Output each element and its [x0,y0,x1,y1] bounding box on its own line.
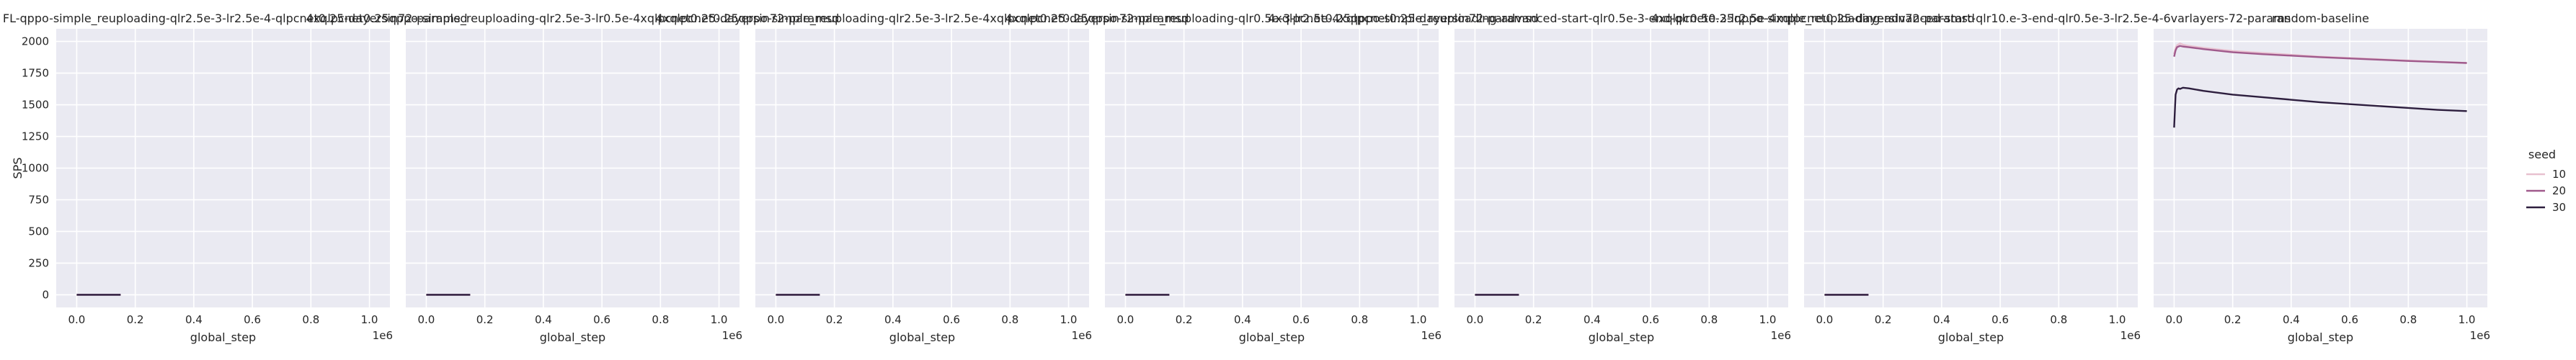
x-tick-label: 1.0 [1060,313,1078,326]
facet-panel: 0.0 0.2 0.4 0.6 0.8 1.0 1e6 global_step random-b… [2154,12,2490,345]
x-tick-label: 0.2 [1875,313,1892,326]
x-tick-label: 0.2 [1176,313,1193,326]
y-tick-label: 0 [42,288,49,301]
y-tick-label: 1750 [22,67,49,80]
legend: seed 10 20 30 [2526,148,2566,214]
x-tick-label: 0.8 [1700,313,1718,326]
x-tick-label: 0.2 [826,313,843,326]
x-tick-label: 0.4 [535,313,552,326]
y-tick-label: 1500 [22,99,49,112]
x-tick-label: 0.0 [2166,313,2183,326]
legend-label: 30 [2552,201,2566,214]
x-axis-label: global_step [190,330,256,345]
x-tick-label: 0.4 [185,313,203,326]
x-tick-label: 1.0 [361,313,378,326]
panel-title: 4xqlpcnet0.25qppo-simple_reuploading-qlr… [306,12,840,26]
x-tick-label: 0.6 [1292,313,1310,326]
x-tick-label: 0.4 [884,313,902,326]
x-tick-label: 0.6 [943,313,960,326]
panel-title: 4xqlpcnet0.25qppo-simple_reuploading-qlr… [656,12,1189,26]
x-tick-label: 1.0 [711,313,728,326]
y-tick-label: 1000 [22,162,49,175]
x-tick-label: 0.8 [302,313,319,326]
x-tick-label: 0.8 [652,313,669,326]
x-tick-label: 0.4 [1234,313,1251,326]
x-tick-label: 1.0 [1759,313,1777,326]
x-tick-label: 0.6 [593,313,610,326]
x-tick-label: 0.4 [1933,313,1950,326]
legend-label: 20 [2552,184,2566,197]
panel-title: 4xqlpcnet0.25qppo-simple_reuploading-qlr… [1005,12,1539,26]
x-tick-label: 0.2 [1525,313,1542,326]
x-tick-label: 0.4 [1584,313,1601,326]
x-axis-label: global_step [1239,330,1305,345]
x-tick-label: 0.0 [1117,313,1134,326]
x-tick-label: 0.2 [476,313,494,326]
series-line-seed-20 [2173,45,2467,64]
x-offset-label: 1e6 [373,329,393,342]
facet-panel: 0 250 500 750 1000 1250 1500 1750 2000 0.0 0.2 0.4 0… [0,12,468,345]
panel-title: random-baseline [2272,12,2369,25]
facet-panel: 0.0 0.2 0.4 0.6 0.8 1.0 1e6 global_step 4xqlpcne… [1005,12,1539,345]
x-tick-label: 0.8 [2050,313,2067,326]
x-tick-label: 0.6 [1642,313,1659,326]
x-tick-label: 0.8 [2399,313,2417,326]
x-axis-label: global_step [540,330,605,345]
facet-panel: 0.0 0.2 0.4 0.6 0.8 1.0 1e6 global_step 4xqlpcne… [1268,12,1975,345]
x-tick-label: 0.0 [1467,313,1484,326]
panel-title: 4xqlpcnet0.25qppo-simple_reuploading-adv… [1268,12,1975,26]
x-tick-label: 1.0 [2109,313,2126,326]
x-offset-label: 1e6 [1072,329,1092,342]
y-tick-label: 500 [28,225,49,238]
x-offset-label: 1e6 [2470,329,2490,342]
x-offset-label: 1e6 [2120,329,2141,342]
x-offset-label: 1e6 [1771,329,1791,342]
series-line-seed-30 [2173,86,2467,128]
x-tick-label: 0.2 [127,313,144,326]
x-axis-label: global_step [889,330,955,345]
panel-title: 4xqlpcnet0.25qppo-simple_reuploading-adv… [1651,12,2291,26]
x-tick-label: 0.8 [1001,313,1018,326]
x-offset-label: 1e6 [1421,329,1442,342]
panel-title: e = FL-qppo-simple_reuploading-qlr2.5e-3… [0,12,468,26]
y-tick-label: 2000 [22,35,49,48]
x-tick-label: 0.0 [1816,313,1834,326]
x-tick-label: 0.6 [244,313,261,326]
x-offset-label: 1e6 [722,329,742,342]
facet-panel: 0.0 0.2 0.4 0.6 0.8 1.0 1e6 global_step 4xqlpcne… [1651,12,2291,345]
x-tick-label: 0.6 [1991,313,2009,326]
x-tick-label: 1.0 [2459,313,2476,326]
x-tick-label: 1.0 [1410,313,1427,326]
x-tick-label: 0.0 [68,313,86,326]
x-tick-label: 0.4 [2283,313,2300,326]
y-tick-label: 750 [28,193,49,206]
facet-panel: 0.0 0.2 0.4 0.6 0.8 1.0 1e6 global_step 4xqlpcne… [306,12,840,345]
x-tick-label: 0.0 [418,313,435,326]
x-tick-label: 0.8 [1351,313,1368,326]
x-axis-label: global_step [1938,330,2004,345]
x-tick-label: 0.0 [768,313,785,326]
legend-title: seed [2528,148,2556,161]
legend-label: 10 [2552,168,2566,181]
y-tick-label: 1250 [22,130,49,143]
x-tick-label: 0.6 [2341,313,2358,326]
x-axis-label: global_step [1589,330,1654,345]
y-tick-label: 250 [28,256,49,269]
y-axis-label: SPS [11,158,25,179]
x-axis-label: global_step [2288,330,2353,345]
x-tick-label: 0.2 [2224,313,2242,326]
facet-panel: 0.0 0.2 0.4 0.6 0.8 1.0 1e6 global_step 4xqlpcne… [656,12,1189,345]
